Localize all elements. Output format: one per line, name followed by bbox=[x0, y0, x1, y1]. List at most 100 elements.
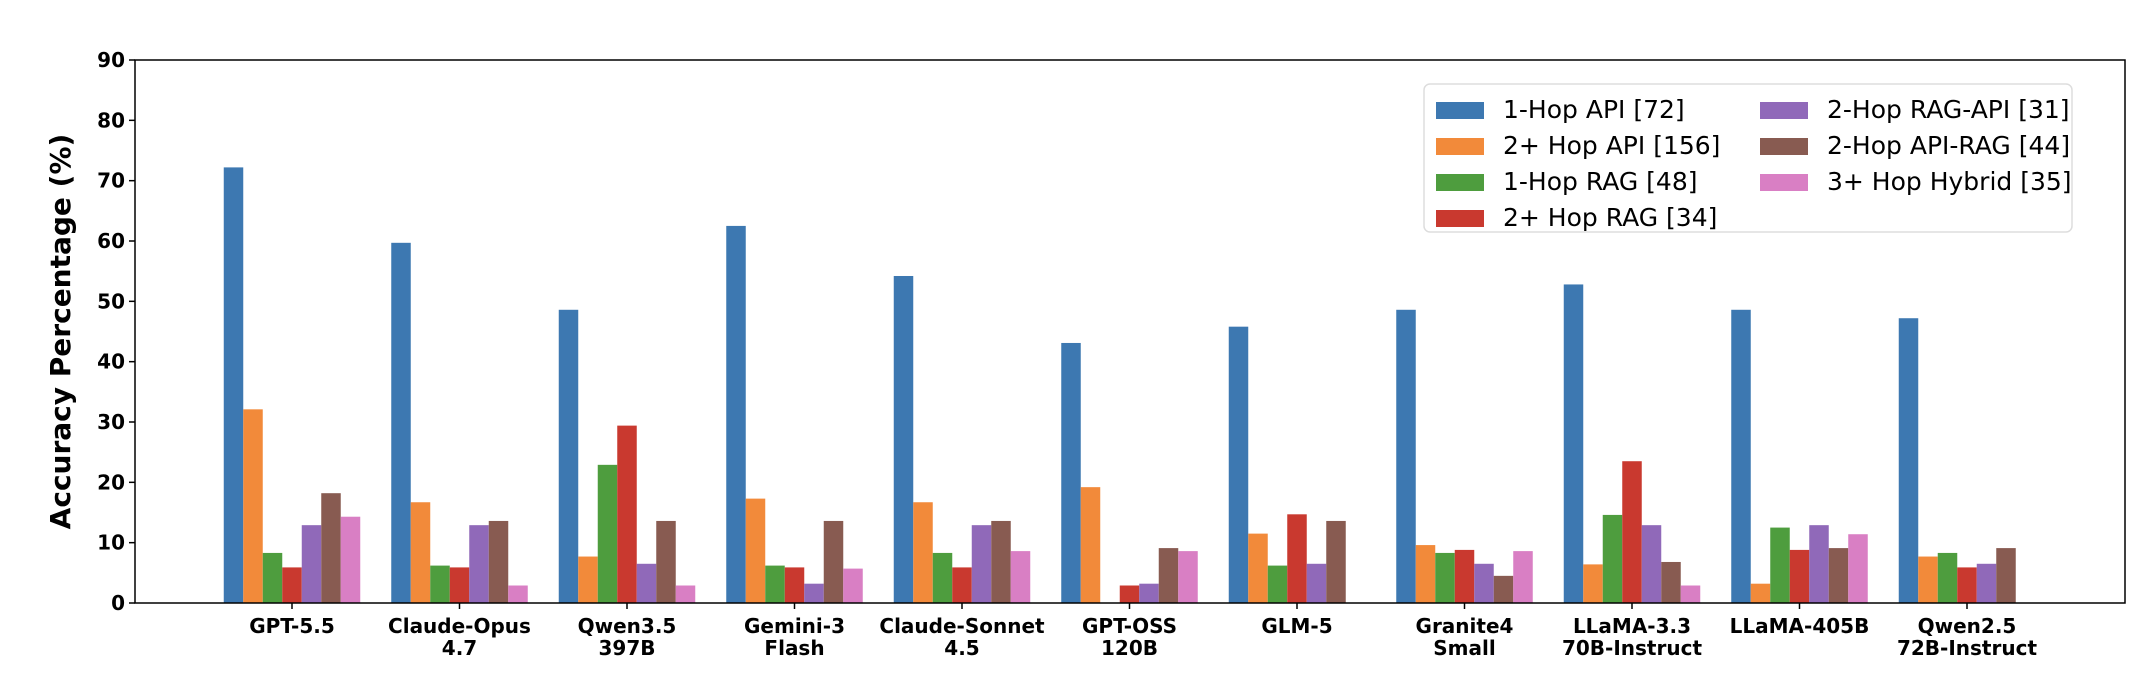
bar bbox=[1415, 545, 1436, 603]
bar bbox=[1396, 309, 1416, 603]
y-axis: 0 10 20 30 40 50 60 70 80 90 bbox=[97, 48, 135, 615]
bar bbox=[745, 498, 766, 603]
bar bbox=[1119, 585, 1140, 603]
bar bbox=[1454, 549, 1475, 603]
x-tick-label-line: 397B bbox=[599, 636, 656, 660]
bar bbox=[1828, 548, 1849, 603]
x-tick-label-line: Gemini-3 bbox=[744, 614, 845, 638]
bar bbox=[1661, 561, 1681, 603]
y-tick-label: 70 bbox=[97, 169, 125, 193]
y-tick-label: 90 bbox=[97, 48, 125, 72]
bar bbox=[784, 567, 805, 603]
bar bbox=[1602, 514, 1623, 603]
bar bbox=[765, 565, 785, 603]
x-tick-label: Claude-Opus 4.7 bbox=[388, 614, 531, 660]
x-axis: GPT-5.5 Claude-Opus 4.7 Qwen3.5 397B Gemini-3… bbox=[249, 603, 2037, 660]
bar bbox=[675, 585, 696, 603]
y-tick-label: 0 bbox=[111, 591, 125, 615]
y-axis-label: Accuracy Percentage (%) bbox=[44, 134, 77, 530]
x-tick-label-line: Claude-Opus bbox=[388, 614, 531, 638]
x-tick-label-line: Small bbox=[1433, 636, 1495, 660]
x-tick-label-line: 70B-Instruct bbox=[1562, 636, 1702, 660]
bar bbox=[1326, 520, 1346, 603]
x-tick-label-line: 4.7 bbox=[442, 636, 477, 660]
bar bbox=[223, 167, 244, 604]
bar bbox=[1158, 548, 1179, 603]
bar bbox=[262, 552, 283, 603]
y-tick-label: 40 bbox=[97, 350, 125, 374]
y-tick-label: 60 bbox=[97, 229, 125, 253]
bar bbox=[430, 565, 450, 603]
bar bbox=[1789, 549, 1810, 603]
bar bbox=[1622, 461, 1642, 603]
x-tick-label: Granite4 Small bbox=[1416, 614, 1514, 660]
x-tick-label-line: Claude-Sonnet bbox=[879, 614, 1045, 638]
bar bbox=[1937, 552, 1958, 603]
bar bbox=[410, 502, 431, 603]
legend: 1-Hop API [72] 2+ Hop API [156] 1-Hop RAG … bbox=[1423, 83, 2073, 233]
x-tick-label-line: GPT-OSS bbox=[1082, 614, 1177, 638]
y-tick-label: 20 bbox=[97, 470, 125, 494]
bar bbox=[617, 425, 637, 603]
x-tick-label-line: GLM-5 bbox=[1261, 614, 1332, 638]
bar bbox=[952, 567, 972, 603]
legend-label: 1-Hop RAG [48] bbox=[1503, 167, 1698, 196]
bar bbox=[469, 525, 489, 603]
bar bbox=[1809, 525, 1829, 603]
bar bbox=[1010, 551, 1031, 603]
x-tick-label: Claude-Sonnet 4.5 bbox=[879, 614, 1045, 660]
x-tick-label-line: Qwen3.5 bbox=[578, 614, 677, 638]
x-tick-label: Qwen3.5 397B bbox=[578, 614, 677, 660]
bar bbox=[449, 567, 470, 603]
bar bbox=[1061, 342, 1081, 603]
bar bbox=[823, 520, 844, 603]
bar bbox=[1474, 563, 1494, 603]
bar bbox=[1918, 556, 1938, 603]
bar bbox=[1228, 326, 1249, 603]
legend-swatch bbox=[1436, 174, 1484, 191]
bar bbox=[636, 563, 657, 603]
bar bbox=[578, 556, 598, 603]
x-tick-label-line: LLaMA-3.3 bbox=[1573, 614, 1691, 638]
bar bbox=[1080, 487, 1101, 603]
bar bbox=[843, 568, 863, 603]
legend-box bbox=[1423, 83, 2073, 233]
bar bbox=[1513, 551, 1533, 603]
legend-swatch bbox=[1760, 174, 1808, 191]
x-tick-label: Gemini-3 Flash bbox=[744, 614, 845, 660]
bar bbox=[391, 242, 411, 603]
bar bbox=[1287, 514, 1307, 603]
legend-swatch bbox=[1436, 102, 1484, 119]
x-tick-label-line: 72B-Instruct bbox=[1897, 636, 2037, 660]
bar bbox=[1493, 575, 1514, 603]
bar bbox=[1583, 564, 1603, 603]
bars-layer bbox=[223, 167, 2016, 604]
x-tick-label-line: Qwen2.5 bbox=[1918, 614, 2017, 638]
bar bbox=[1139, 583, 1159, 603]
y-tick-label: 50 bbox=[97, 289, 125, 313]
bar bbox=[282, 567, 302, 603]
x-tick-label-line: GPT-5.5 bbox=[249, 614, 335, 638]
bar bbox=[932, 552, 953, 603]
bar bbox=[893, 275, 914, 603]
x-tick-label: GPT-OSS 120B bbox=[1082, 614, 1177, 660]
x-tick-label: GPT-5.5 bbox=[249, 614, 335, 638]
bar bbox=[1770, 527, 1790, 603]
bar bbox=[1976, 563, 1997, 603]
y-tick-label: 10 bbox=[97, 531, 125, 555]
bar bbox=[488, 520, 509, 603]
x-tick-label-line: 4.5 bbox=[944, 636, 979, 660]
bar bbox=[1641, 525, 1662, 603]
legend-label: 3+ Hop Hybrid [35] bbox=[1827, 167, 2072, 196]
legend-label: 2-Hop API-RAG [44] bbox=[1827, 131, 2070, 160]
y-tick-label: 80 bbox=[97, 108, 125, 132]
bar bbox=[321, 493, 341, 603]
bar bbox=[1178, 551, 1198, 603]
x-tick-label: LLaMA-3.3 70B-Instruct bbox=[1562, 614, 1702, 660]
bar bbox=[1731, 309, 1751, 603]
bar bbox=[340, 516, 361, 603]
legend-label: 1-Hop API [72] bbox=[1503, 95, 1685, 124]
x-tick-label-line: LLaMA-405B bbox=[1730, 614, 1870, 638]
bar bbox=[597, 464, 618, 603]
